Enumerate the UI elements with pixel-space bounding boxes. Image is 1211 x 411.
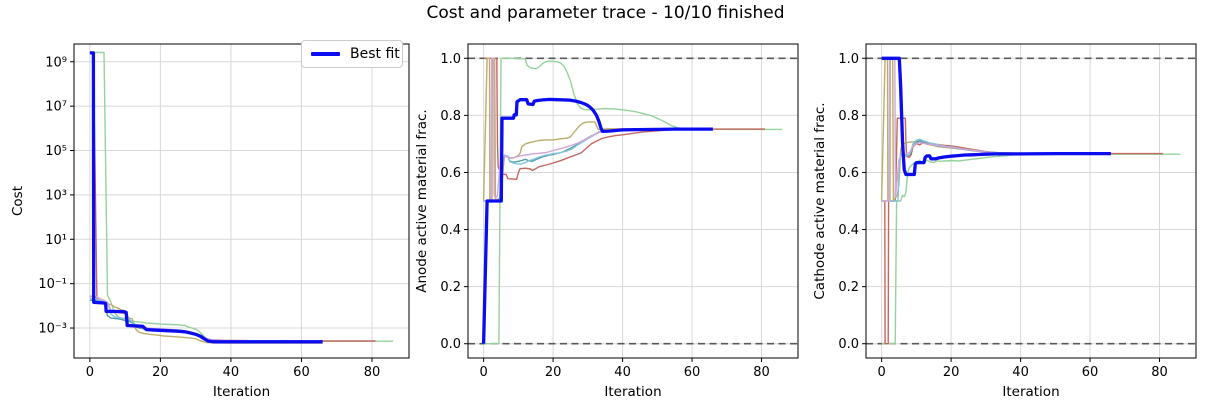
- cost-series-run-3: [89, 295, 323, 344]
- anode-series-run-6: [483, 57, 640, 202]
- cost-series-run-2: [89, 52, 376, 342]
- cost-ylabel: Cost: [10, 186, 26, 216]
- anode-xtick-label: 80: [753, 365, 770, 380]
- cathode-ylabel: Cathode active material frac.: [812, 102, 828, 299]
- anode-xtick-label: 40: [614, 365, 631, 380]
- cost-ytick-label: 10¹: [45, 233, 67, 248]
- figure-title: Cost and parameter trace - 10/10 finishe…: [426, 3, 785, 23]
- cost-xtick-label: 20: [152, 365, 169, 380]
- anode-ytick-label: 0.4: [440, 223, 461, 238]
- anode-spines: [467, 43, 799, 359]
- anode-ytick-label: 0.0: [440, 337, 461, 352]
- cathode-xtick-label: 60: [1082, 365, 1099, 380]
- cathode-ytick-label: 0.4: [838, 223, 859, 238]
- cathode-ytick-label: 0.8: [838, 109, 859, 124]
- cost-ytick-label: 10⁹: [45, 55, 67, 70]
- anode-ylabel: Anode active material frac.: [414, 109, 430, 292]
- cathode-spines: [865, 43, 1197, 359]
- cost-xtick-label: 40: [223, 365, 240, 380]
- anode-series-best-fit: [481, 97, 713, 344]
- anode-series-run-4: [483, 128, 693, 202]
- cost-xtick-label: 80: [364, 365, 381, 380]
- anode-xlabel: Iteration: [604, 384, 661, 400]
- cathode-series-run-5: [881, 138, 1073, 202]
- cathode-ytick-label: 0.0: [838, 337, 859, 352]
- cost-ytick-label: 10⁷: [45, 100, 67, 115]
- anode-xtick-label: 0: [479, 365, 487, 380]
- cost-ytick-label: 10⁻³: [38, 322, 67, 337]
- anode-ytick-label: 1.0: [440, 52, 461, 67]
- cathode-series-run-6: [881, 57, 1038, 202]
- cost-subplot: 0 20 40 60 80 10⁹ 10⁷ 10⁵ 10³ 10¹ 10⁻¹ 10⁻³ Iteratio…: [10, 43, 410, 400]
- legend-label: Best fit: [350, 46, 400, 62]
- anode-xtick-label: 60: [684, 365, 701, 380]
- cathode-series-run-1: [881, 153, 1181, 345]
- cathode-subplot: 0 20 40 60 80 0.0 0.2 0.4 0.6 0.8 1.0 Iteration Cath…: [812, 43, 1197, 400]
- cathode-series-run-3: [880, 57, 1111, 202]
- cost-series-run-5: [89, 298, 284, 342]
- cost-xtick-label: 0: [86, 365, 94, 380]
- cathode-ytick-label: 0.6: [838, 166, 859, 181]
- cathode-xtick-label: 20: [943, 365, 960, 380]
- anode-xtick-label: 20: [545, 365, 562, 380]
- cost-spines: [73, 43, 410, 359]
- anode-ytick-label: 0.6: [440, 166, 461, 181]
- cathode-xtick-label: 40: [1012, 365, 1029, 380]
- cost-ytick-label: 10³: [45, 188, 67, 203]
- anode-series-run-2: [483, 57, 765, 181]
- cost-xlabel: Iteration: [213, 384, 270, 400]
- anode-subplot: 0 20 40 60 80 0.0 0.2 0.4 0.6 0.8 1.0 Iteration Anod…: [414, 43, 799, 400]
- anode-ytick-label: 0.8: [440, 109, 461, 124]
- cost-series-best-fit: [89, 51, 323, 344]
- anode-ytick-label: 0.2: [440, 280, 461, 295]
- anode-series-run-3: [482, 57, 713, 202]
- cost-ytick-label: 10⁻¹: [38, 277, 67, 292]
- anode-series-run-5: [483, 128, 675, 202]
- cost-xtick-label: 60: [293, 365, 310, 380]
- cathode-xtick-label: 0: [877, 365, 885, 380]
- cathode-ytick-label: 1.0: [838, 52, 859, 67]
- cathode-series-best-fit: [881, 56, 1111, 177]
- cathode-xlabel: Iteration: [1002, 384, 1059, 400]
- cost-ytick-label: 10⁵: [45, 144, 67, 159]
- legend: Best fit: [301, 40, 403, 68]
- cathode-xtick-label: 80: [1151, 365, 1168, 380]
- cathode-ytick-label: 0.2: [838, 280, 859, 295]
- legend-bestfit-line-sample: [311, 52, 340, 56]
- cathode-series-run-2: [881, 117, 1163, 345]
- anode-series-run-1: [483, 57, 783, 345]
- cathode-series-run-4: [881, 57, 1091, 157]
- cost-series-run-1: [89, 51, 394, 342]
